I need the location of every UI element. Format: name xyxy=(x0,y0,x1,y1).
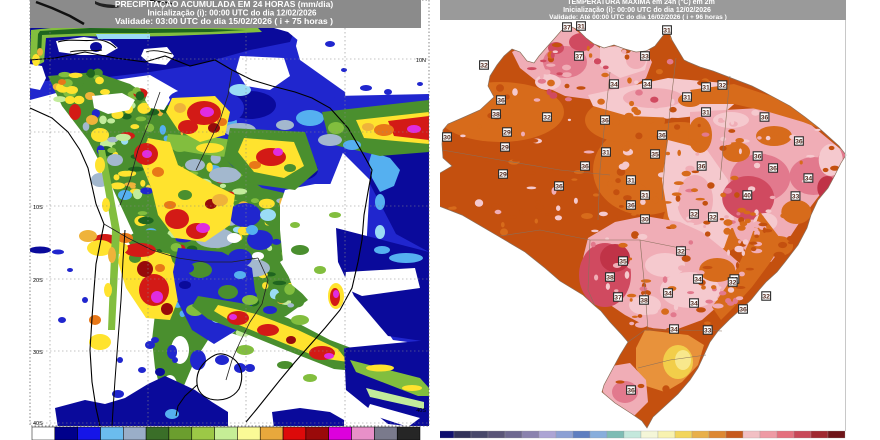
svg-text:10S: 10S xyxy=(33,205,43,211)
svg-text:32: 32 xyxy=(762,294,770,301)
svg-text:32: 32 xyxy=(480,63,488,70)
svg-text:36: 36 xyxy=(698,164,706,171)
svg-text:34: 34 xyxy=(805,176,813,183)
svg-text:36: 36 xyxy=(754,154,762,161)
svg-text:33: 33 xyxy=(792,194,800,201)
svg-text:36: 36 xyxy=(555,184,563,191)
svg-text:36: 36 xyxy=(627,203,635,210)
svg-text:29: 29 xyxy=(501,145,509,152)
svg-text:30: 30 xyxy=(641,217,649,224)
svg-text:36: 36 xyxy=(761,115,769,122)
svg-text:36: 36 xyxy=(581,164,589,171)
svg-text:38: 38 xyxy=(640,298,648,305)
svg-text:32: 32 xyxy=(677,249,685,256)
svg-text:31: 31 xyxy=(641,193,649,200)
svg-text:34: 34 xyxy=(670,327,678,334)
svg-text:30S: 30S xyxy=(33,350,43,356)
svg-text:34: 34 xyxy=(664,291,672,298)
svg-text:30: 30 xyxy=(443,135,451,142)
svg-text:Validade: 03:00 UTC do dia 15/: Validade: 03:00 UTC do dia 15/02/2026 ( … xyxy=(115,16,333,26)
svg-text:33: 33 xyxy=(704,328,712,335)
svg-text:37: 37 xyxy=(575,54,583,61)
svg-text:31: 31 xyxy=(602,150,610,157)
svg-text:36: 36 xyxy=(658,133,666,140)
svg-text:34: 34 xyxy=(690,301,698,308)
svg-text:40S: 40S xyxy=(416,408,426,414)
svg-text:34: 34 xyxy=(610,82,618,89)
svg-text:32: 32 xyxy=(709,215,717,222)
svg-text:31: 31 xyxy=(702,85,710,92)
svg-text:32: 32 xyxy=(543,115,551,122)
svg-text:32: 32 xyxy=(719,83,727,90)
svg-text:29: 29 xyxy=(503,130,511,137)
svg-text:35: 35 xyxy=(651,152,659,159)
svg-text:37: 37 xyxy=(563,25,571,32)
svg-text:TEMPERATURA MAXIMA em 24h (°C): TEMPERATURA MAXIMA em 24h (°C) em 2m xyxy=(567,0,715,6)
svg-text:33: 33 xyxy=(641,54,649,61)
svg-text:31: 31 xyxy=(663,28,671,35)
svg-text:36: 36 xyxy=(497,98,505,105)
svg-text:34: 34 xyxy=(694,277,702,284)
svg-text:31: 31 xyxy=(577,24,585,31)
svg-text:10N: 10N xyxy=(416,58,426,64)
svg-text:40S: 40S xyxy=(33,421,43,427)
svg-text:32: 32 xyxy=(690,212,698,219)
svg-text:31: 31 xyxy=(683,95,691,102)
svg-text:31: 31 xyxy=(627,178,635,185)
svg-text:20S: 20S xyxy=(33,278,43,284)
svg-text:38: 38 xyxy=(492,112,500,119)
svg-text:Inicialização (i): 00:00 UTC d: Inicialização (i): 00:00 UTC do dia 12/0… xyxy=(563,7,711,14)
svg-text:37: 37 xyxy=(614,295,622,302)
svg-text:38: 38 xyxy=(606,275,614,282)
svg-text:36: 36 xyxy=(627,388,635,395)
svg-text:Inicialização (i): 00:00 UTC d: Inicialização (i): 00:00 UTC do dia 12/0… xyxy=(148,9,318,18)
svg-text:PRECIPITAÇÃO ACUMULADA EM 24 H: PRECIPITAÇÃO ACUMULADA EM 24 HORAS (mm/d… xyxy=(115,0,334,9)
svg-text:35: 35 xyxy=(619,259,627,266)
svg-text:36: 36 xyxy=(739,307,747,314)
svg-text:34: 34 xyxy=(643,82,651,89)
svg-text:40: 40 xyxy=(744,193,752,200)
svg-text:36: 36 xyxy=(795,139,803,146)
svg-text:29: 29 xyxy=(499,172,507,179)
svg-text:36: 36 xyxy=(601,118,609,125)
svg-text:31: 31 xyxy=(702,110,710,117)
svg-text:36: 36 xyxy=(769,166,777,173)
svg-text:32: 32 xyxy=(729,280,737,287)
svg-text:Validade: Até 00:00 UTC do dia: Validade: Até 00:00 UTC do dia 16/02/202… xyxy=(549,14,727,21)
